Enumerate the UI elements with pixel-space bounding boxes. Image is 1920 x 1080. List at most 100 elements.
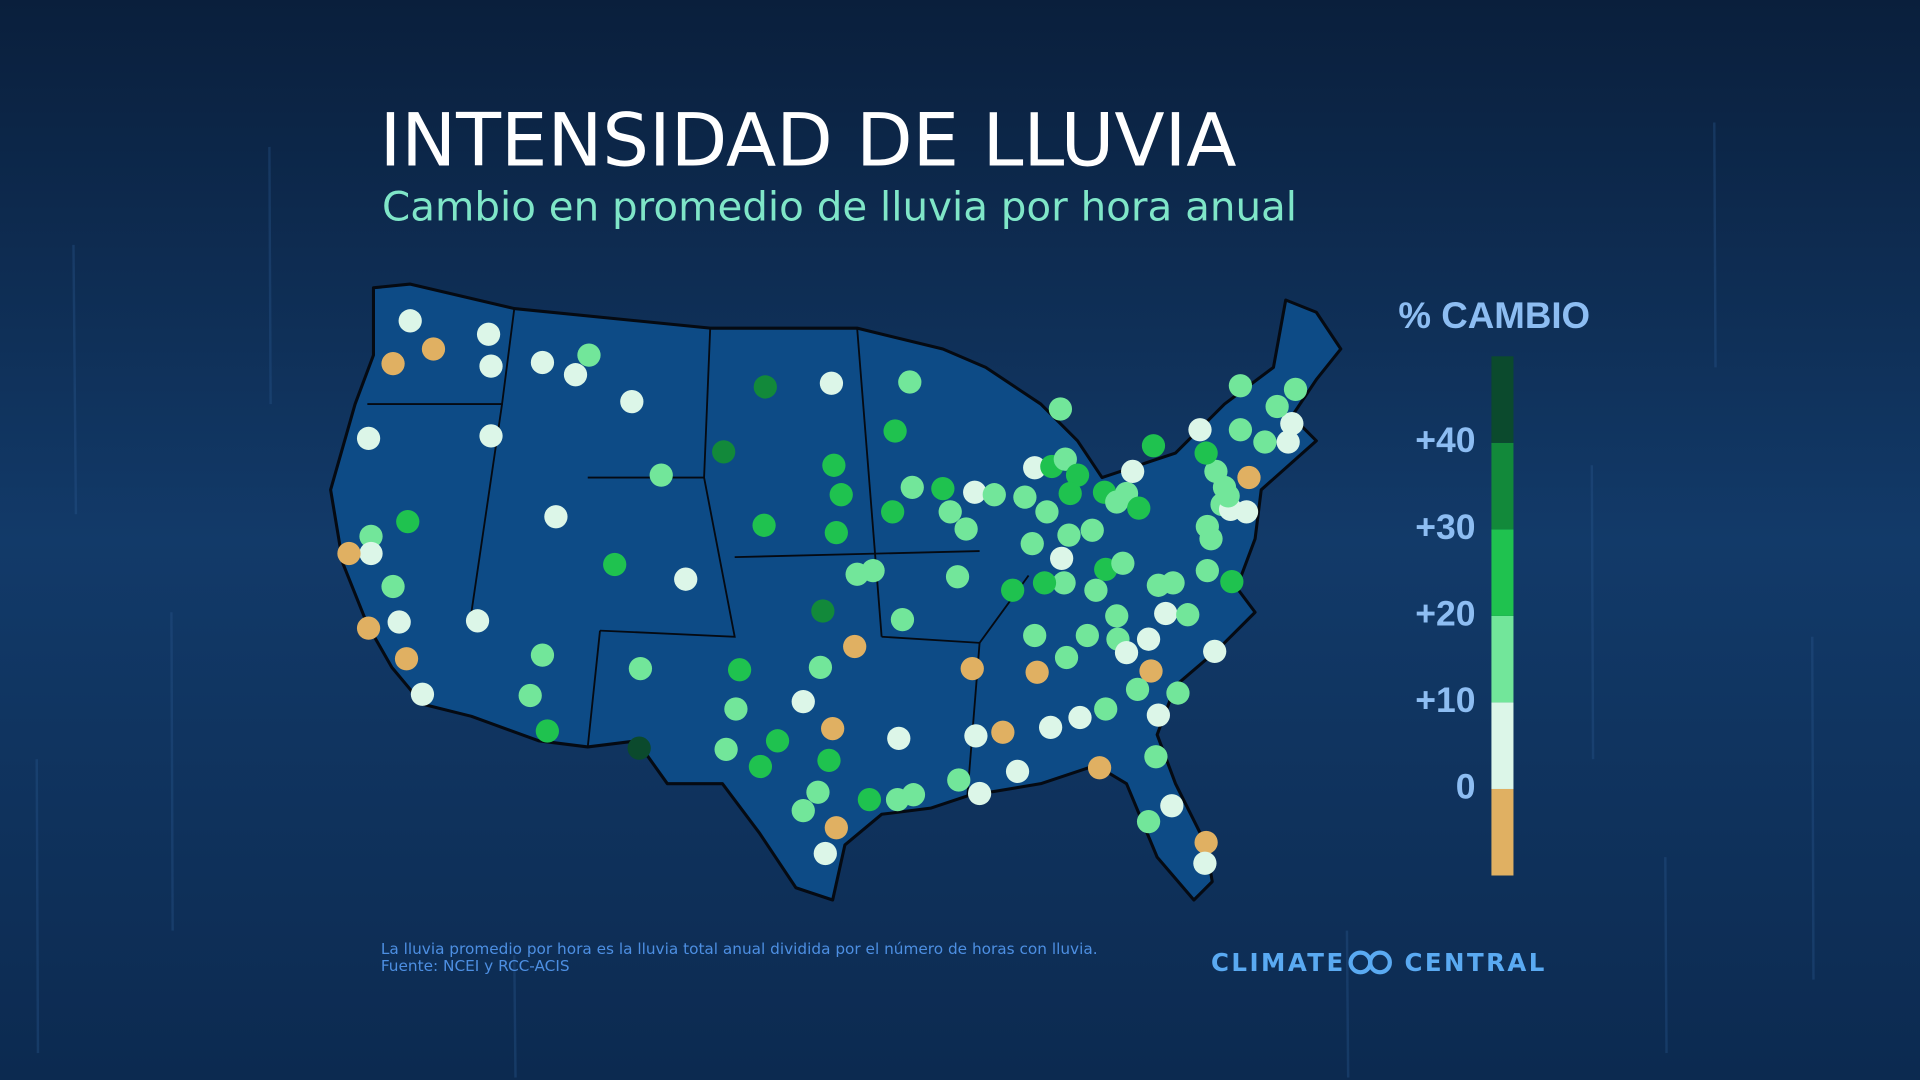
station-dot (1114, 641, 1139, 665)
station-dot (1065, 463, 1090, 487)
station-dot (381, 574, 405, 599)
station-dot (1161, 571, 1185, 595)
footnote: La lluvia promedio por hora es la lluvia… (381, 940, 1098, 958)
station-dot (822, 453, 846, 477)
source: Fuente: NCEI y RCC-ACIS (381, 957, 570, 975)
station-dot (1023, 456, 1047, 480)
logo-icon (1348, 950, 1392, 975)
station-dot (396, 510, 420, 534)
legend-tick-label: +30 (1415, 507, 1475, 547)
station-dot (381, 352, 405, 376)
station-dot (1139, 659, 1163, 683)
station-dot (1193, 851, 1217, 875)
station-dot (620, 390, 644, 414)
station-dot (843, 634, 867, 659)
station-dot (817, 748, 841, 773)
station-dot (628, 656, 653, 681)
legend-bin (1491, 356, 1514, 443)
station-dot (1058, 481, 1082, 506)
legend-tick-label: +40 (1415, 420, 1475, 460)
station-dot (1075, 623, 1099, 648)
legend-tick-label: 0 (1456, 766, 1476, 806)
station-dot (991, 720, 1015, 744)
station-dot (857, 787, 882, 812)
station-dot (1121, 459, 1145, 484)
station-dot (1032, 571, 1057, 595)
station-dot (1237, 465, 1261, 490)
station-dot (901, 783, 926, 807)
station-dot (845, 562, 869, 586)
station-dot (394, 647, 419, 671)
station-dot (808, 655, 833, 679)
legend-bin (1491, 702, 1514, 789)
station-dot (1023, 623, 1047, 648)
station-dot (900, 475, 924, 499)
station-dot (387, 610, 411, 634)
station-dot (530, 350, 555, 375)
station-dot (811, 599, 835, 623)
station-dot (1141, 434, 1166, 458)
station-dot (712, 440, 736, 464)
station-dot (1057, 523, 1081, 547)
station-dot (791, 798, 815, 823)
station-dot (1087, 756, 1112, 780)
station-dot (813, 841, 837, 866)
title: INTENSIDAD DE LLUVIA (380, 98, 1237, 183)
station-dot (518, 683, 542, 708)
station-dot (1228, 418, 1253, 442)
station-dot (963, 480, 987, 504)
station-dot (1054, 645, 1079, 670)
station-dot (1283, 377, 1308, 402)
station-dot (1001, 578, 1025, 602)
station-dot (530, 643, 555, 667)
station-dot (724, 697, 748, 721)
station-dot (1160, 794, 1184, 818)
station-dot (674, 567, 698, 591)
station-dot (603, 552, 627, 577)
station-dot (1234, 500, 1259, 524)
station-dot (960, 656, 984, 681)
station-dot (649, 463, 673, 487)
station-dot (1146, 703, 1170, 727)
legend-bin (1491, 615, 1514, 703)
station-dot (982, 483, 1006, 507)
station-dot (1228, 374, 1253, 398)
legend: 0 +10 +20 +30 +40 (1415, 356, 1514, 876)
station-dot (938, 500, 962, 524)
station-dot (1050, 546, 1074, 570)
station-dot (824, 521, 848, 545)
logo-text: CENTRAL (1404, 948, 1546, 977)
station-dot (1194, 441, 1218, 465)
station-dot (1136, 810, 1161, 834)
station-dot (1125, 677, 1150, 702)
station-dot (577, 343, 601, 367)
station-dot (1265, 394, 1289, 419)
station-dot (479, 354, 503, 378)
station-dot (1035, 500, 1059, 524)
station-dot (359, 524, 383, 548)
station-dot (1188, 418, 1212, 442)
station-dot (1038, 715, 1063, 739)
station-dot (1005, 759, 1030, 784)
station-dot (1195, 514, 1219, 539)
station-dot (410, 682, 435, 706)
station-dot (947, 768, 971, 792)
station-dot (479, 424, 503, 448)
legend-bin (1491, 788, 1514, 876)
legend-tick-label: +20 (1415, 593, 1475, 633)
station-dot (931, 476, 955, 501)
station-dot (967, 781, 992, 806)
station-dot (1053, 447, 1077, 471)
station-dot (1276, 430, 1300, 454)
station-dot (476, 322, 501, 346)
station-dot (887, 726, 911, 750)
station-dot (727, 658, 752, 682)
station-dot (1020, 532, 1044, 556)
station-dot (883, 419, 907, 443)
station-dot (535, 719, 559, 743)
station-dot (563, 363, 588, 387)
station-dot (1280, 412, 1304, 436)
station-dot (1048, 397, 1073, 421)
legend-title: % CAMBIO (1398, 295, 1590, 336)
